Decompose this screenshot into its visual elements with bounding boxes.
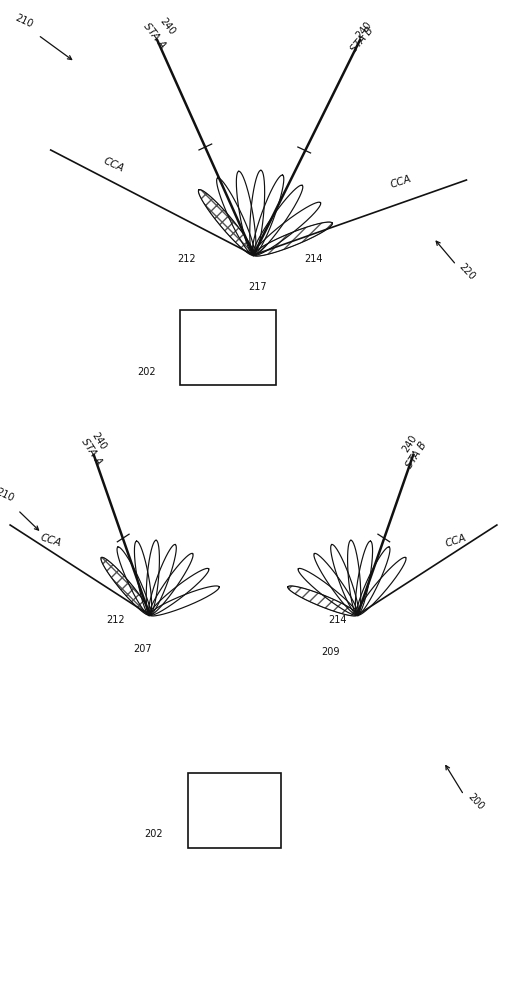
Text: STA B: STA B	[349, 25, 376, 54]
Text: 212: 212	[106, 615, 125, 625]
Text: STA B: STA B	[405, 440, 429, 470]
Text: 240: 240	[401, 433, 419, 454]
Text: 212: 212	[177, 254, 196, 264]
Text: 202: 202	[138, 367, 156, 377]
Text: STA A: STA A	[141, 21, 168, 50]
Text: CCA: CCA	[102, 156, 126, 174]
Text: 207: 207	[134, 644, 152, 654]
Bar	[180, 310, 276, 385]
Bar	[188, 773, 281, 848]
Text: 202: 202	[144, 829, 162, 839]
Text: 214: 214	[328, 615, 346, 625]
Text: AP: AP	[219, 340, 237, 355]
Text: 220: 220	[456, 262, 477, 282]
Text: 240: 240	[158, 16, 177, 37]
Text: 200: 200	[465, 792, 486, 812]
Text: 214: 214	[304, 254, 322, 264]
Text: CCA: CCA	[389, 174, 412, 190]
Text: STA A: STA A	[79, 437, 103, 467]
Text: CCA: CCA	[445, 533, 468, 549]
Text: AP: AP	[226, 804, 243, 818]
Text: 209: 209	[321, 647, 340, 657]
Text: 240: 240	[90, 431, 108, 452]
Text: 217: 217	[248, 282, 267, 292]
Text: 240: 240	[354, 19, 374, 40]
Text: 210: 210	[0, 487, 16, 504]
Text: 210: 210	[14, 13, 35, 30]
Text: CCA: CCA	[39, 533, 62, 549]
